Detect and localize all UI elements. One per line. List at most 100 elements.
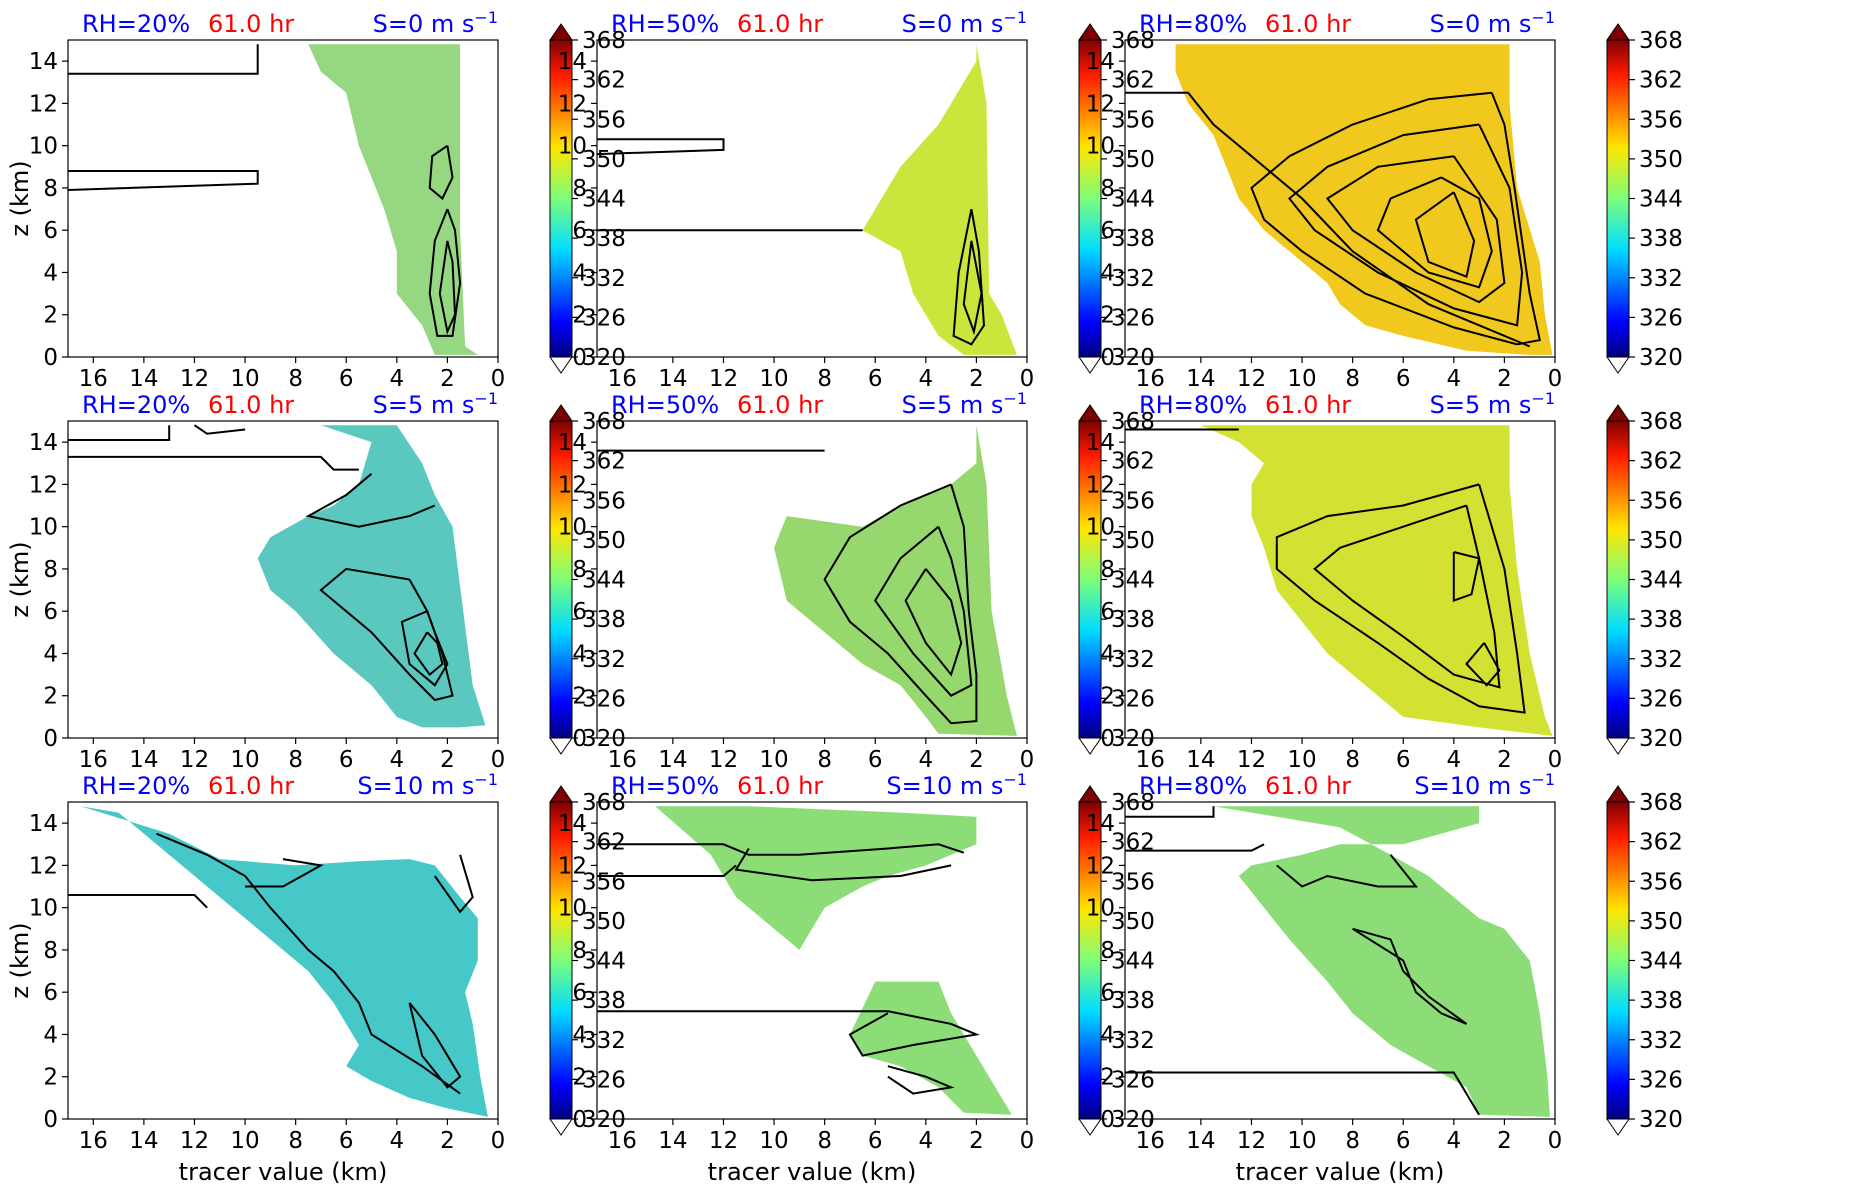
rh-label: RH=20% (82, 10, 190, 38)
colorbar-tick-label: 350 (1111, 147, 1155, 173)
x-tick-label: 12 (180, 366, 209, 392)
contour-line (1452, 551, 1481, 603)
colorbar-tick-label: 332 (582, 647, 626, 673)
colorbar-tick-label: 356 (582, 107, 626, 133)
colorbar-tick-label: 344 (1639, 187, 1683, 213)
colorbar-tick-label: 368 (582, 409, 626, 435)
x-tick-label: 2 (969, 1128, 984, 1154)
y-tick-label: 10 (1086, 515, 1115, 541)
contour-line (1288, 123, 1524, 327)
contour-line (904, 568, 963, 677)
x-tick-label: 0 (491, 747, 506, 773)
rh-label: RH=20% (82, 391, 190, 419)
filled-region (1175, 44, 1553, 355)
colorbar-extend-min (1606, 356, 1630, 374)
colorbar-tick-label: 356 (582, 488, 626, 514)
colorbar-extend-min (549, 737, 573, 755)
contour-line (67, 170, 259, 191)
colorbar-tick-label: 320 (1639, 1107, 1683, 1133)
x-tick-label: 14 (658, 366, 687, 392)
x-axis-label: tracer value (km) (1236, 1158, 1445, 1186)
panel-3: 16 14 12 10 8 6 4 2 0 0 2 4 6 8 10 12 14 RH=80% 61.0 hr S=0… (1086, 8, 1683, 393)
x-tick-label: 6 (868, 366, 883, 392)
contour-line (597, 843, 965, 856)
x-tick-label: 4 (919, 366, 934, 392)
contour-line (428, 144, 454, 201)
axes-frame (596, 801, 1028, 1120)
contour-line (428, 208, 462, 337)
x-axis-label: tracer value (km) (708, 1158, 917, 1186)
colorbar-tick-label: 362 (1111, 68, 1155, 94)
y-tick-label: 12 (29, 91, 58, 117)
contour-line (1414, 191, 1476, 279)
x-tick-label: 4 (1447, 747, 1462, 773)
x-tick-label: 12 (1237, 366, 1266, 392)
colorbar-tick-label: 332 (1639, 647, 1683, 673)
colorbar-tick-label: 362 (582, 449, 626, 475)
x-tick-label: 6 (339, 366, 354, 392)
filled-region (655, 806, 977, 950)
x-tick-label: 16 (1136, 366, 1165, 392)
contour-line (245, 858, 324, 888)
x-tick-label: 14 (658, 747, 687, 773)
y-tick-label: 12 (558, 472, 587, 498)
y-tick-label: 2 (43, 303, 58, 329)
colorbar-tick-label: 356 (582, 869, 626, 895)
y-tick-label: 2 (1100, 684, 1115, 710)
x-tick-label: 6 (1396, 747, 1411, 773)
contour-line (193, 424, 246, 435)
x-tick-label: 8 (288, 1128, 303, 1154)
colorbar-tick-label: 326 (1111, 686, 1155, 712)
x-tick-label: 10 (1287, 1128, 1316, 1154)
contour-line (952, 208, 986, 346)
y-tick-label: 8 (43, 938, 58, 964)
y-tick-label: 10 (29, 515, 58, 541)
y-tick-label: 8 (1100, 176, 1115, 202)
contour-line (1125, 1071, 1480, 1116)
colorbar-tick-label: 344 (582, 949, 626, 975)
colorbar-tick-label: 344 (1639, 568, 1683, 594)
colorbar-tick-label: 332 (1111, 1028, 1155, 1054)
y-tick-label: 2 (572, 684, 587, 710)
y-tick-label: 4 (1100, 641, 1115, 667)
y-tick-label: 6 (43, 218, 58, 244)
rh-label: RH=80% (1139, 391, 1247, 419)
x-tick-label: 0 (1548, 366, 1563, 392)
colorbar-tick-label: 362 (1639, 68, 1683, 94)
colorbar-tick-label: 356 (1639, 869, 1683, 895)
x-tick-label: 2 (440, 1128, 455, 1154)
x-tick-label: 10 (759, 747, 788, 773)
time-label: 61.0 hr (1265, 772, 1351, 800)
y-tick-label: 8 (1100, 557, 1115, 583)
x-tick-label: 0 (1020, 747, 1035, 773)
colorbar-tick-label: 356 (1111, 107, 1155, 133)
y-tick-label: 0 (1100, 726, 1115, 752)
time-label: 61.0 hr (737, 10, 823, 38)
colorbar (1606, 39, 1630, 358)
contour-line (413, 631, 444, 677)
colorbar-tick-label: 338 (1111, 226, 1155, 252)
y-tick-label: 0 (572, 345, 587, 371)
y-tick-label: 14 (1086, 430, 1115, 456)
rh-label: RH=50% (611, 10, 719, 38)
y-tick-label: 6 (572, 980, 587, 1006)
x-tick-label: 14 (129, 747, 158, 773)
contour-line (597, 864, 737, 877)
x-tick-label: 12 (180, 747, 209, 773)
y-tick-label: 10 (1086, 896, 1115, 922)
colorbar-tick-label: 356 (1639, 107, 1683, 133)
x-tick-label: 10 (759, 366, 788, 392)
filled-region (1200, 425, 1553, 736)
shear-label: S=5 m s−1 (1430, 389, 1555, 420)
y-tick-label: 12 (558, 853, 587, 879)
x-tick-label: 2 (440, 747, 455, 773)
y-tick-label: 12 (29, 853, 58, 879)
x-tick-label: 4 (390, 366, 405, 392)
x-tick-label: 10 (230, 1128, 259, 1154)
time-label: 61.0 hr (208, 772, 294, 800)
shear-label: S=10 m s−1 (1414, 770, 1555, 801)
contour-line (1275, 483, 1526, 714)
rh-label: RH=20% (82, 772, 190, 800)
colorbar-extend-min (1606, 1118, 1630, 1136)
